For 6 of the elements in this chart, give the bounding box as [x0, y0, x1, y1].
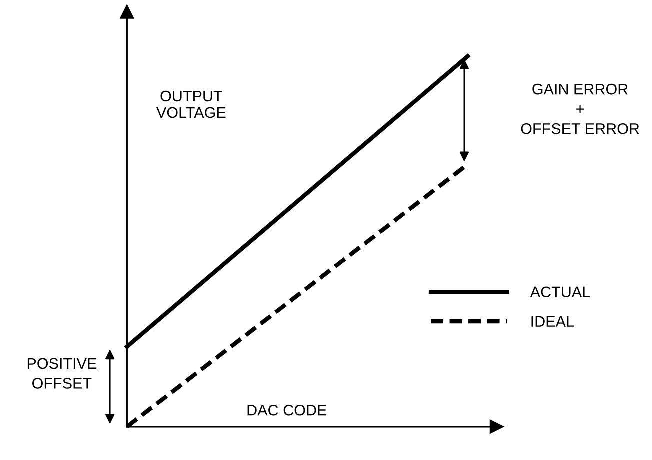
- y-axis-title: OUTPUT VOLTAGE: [156, 90, 226, 118]
- x-axis-title: DAC CODE: [248, 404, 327, 416]
- legend-label: IDEAL: [532, 316, 574, 327]
- annotation: POSITIVE OFFSET: [28, 358, 97, 389]
- annotation: GAIN ERROR + OFFSET ERROR: [521, 84, 640, 134]
- legend-label: ACTUAL: [530, 286, 590, 298]
